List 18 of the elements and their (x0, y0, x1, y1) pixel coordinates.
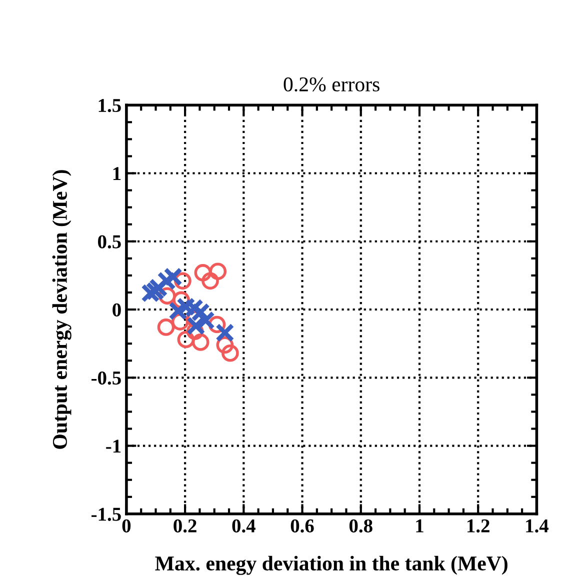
x-tick-label: 0.4 (232, 519, 256, 533)
x-axis-title: Max. enegy deviation in the tank (MeV) (155, 556, 508, 575)
y-tick-label: -0.5 (92, 371, 121, 385)
y-tick-label: 1 (113, 167, 121, 180)
x-tick-label: 0.2 (174, 519, 196, 533)
y-tick-label: -1.5 (92, 508, 121, 521)
x-tick-label: 1 (416, 519, 424, 532)
x-tick-label: 0 (122, 519, 131, 532)
y-tick-label: 0 (112, 303, 121, 316)
y-axis-title: Output energy deviation (MeV) (52, 170, 72, 449)
y-tick-label: 1.5 (98, 99, 121, 112)
x-tick-label: 1.2 (468, 519, 490, 533)
x-tick-label: 1.4 (526, 519, 548, 533)
y-tick-label: 0.5 (98, 235, 121, 248)
chart-title: 0.2% errors (284, 77, 380, 92)
x-tick-label: 0.6 (290, 519, 314, 533)
y-tick-label: -1 (106, 440, 121, 453)
x-tick-label: 0.8 (349, 519, 372, 533)
